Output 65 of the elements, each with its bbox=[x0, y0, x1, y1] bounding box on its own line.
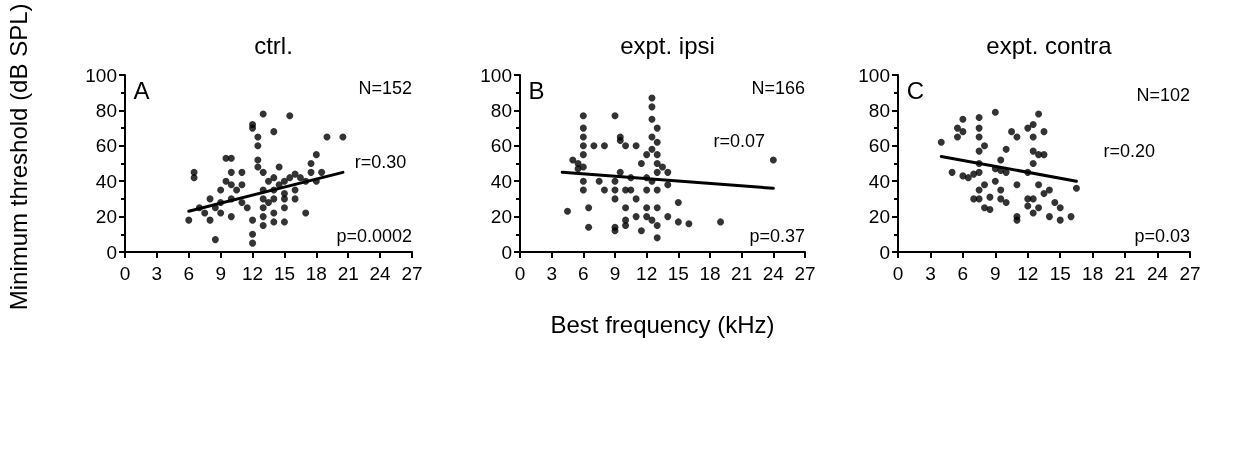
y-tick-label: 100 bbox=[480, 64, 512, 86]
annotation: C bbox=[906, 77, 925, 105]
y-tick-label: 80 bbox=[868, 99, 890, 121]
annotation: p=0.37 bbox=[749, 226, 806, 247]
x-tick-label: 0 bbox=[892, 263, 904, 284]
y-tick-label: 60 bbox=[868, 135, 890, 157]
y-tick-label: 20 bbox=[868, 206, 890, 228]
y-tick-label: 40 bbox=[490, 170, 512, 192]
annotation: A bbox=[133, 77, 150, 105]
chart-title: expt. ipsi bbox=[620, 31, 715, 59]
x-tick-label: 12 bbox=[1017, 263, 1039, 284]
x-tick-label: 27 bbox=[794, 263, 816, 284]
x-tick-label: 3 bbox=[925, 263, 936, 284]
x-tick-label: 3 bbox=[546, 263, 557, 284]
y-tick-label: 60 bbox=[490, 135, 512, 157]
y-tick-label: 20 bbox=[95, 206, 117, 228]
x-tick-label: 15 bbox=[667, 263, 689, 284]
annotation: r=0.20 bbox=[1103, 141, 1155, 162]
x-tick-label: 6 bbox=[957, 263, 969, 284]
y-tick-label: 80 bbox=[490, 99, 512, 121]
y-tick-label: 100 bbox=[85, 64, 117, 86]
y-tick-label: 60 bbox=[95, 135, 117, 157]
x-axis-title: Best frequency (kHz) bbox=[550, 310, 775, 338]
x-tick-label: 18 bbox=[1082, 263, 1104, 284]
annotation: N=152 bbox=[358, 77, 412, 98]
annotation: N=166 bbox=[751, 77, 805, 98]
x-tick-label: 27 bbox=[401, 263, 423, 284]
annotation: r=0.30 bbox=[354, 151, 407, 172]
y-tick-label: 0 bbox=[501, 241, 512, 263]
y-tick-label: 0 bbox=[879, 241, 890, 263]
annotation: N=102 bbox=[1136, 84, 1190, 105]
x-tick-label: 21 bbox=[337, 263, 359, 284]
x-tick-label: 15 bbox=[1049, 263, 1071, 284]
y-tick-label: 0 bbox=[106, 241, 117, 263]
x-tick-label: 21 bbox=[731, 263, 753, 284]
y-tick-label: 40 bbox=[868, 170, 890, 192]
x-tick-label: 12 bbox=[241, 263, 264, 284]
x-tick-label: 0 bbox=[119, 263, 131, 284]
x-tick-label: 12 bbox=[636, 263, 658, 284]
y-tick-label: 80 bbox=[95, 99, 117, 121]
x-tick-label: 24 bbox=[1146, 263, 1169, 284]
y-tick-label: 20 bbox=[490, 206, 512, 228]
x-tick-label: 9 bbox=[609, 263, 621, 284]
annotation: p=0.03 bbox=[1134, 226, 1191, 247]
y-axis-title: Minimum threshold (dB SPL) bbox=[4, 3, 32, 311]
x-tick-label: 15 bbox=[273, 263, 296, 284]
x-tick-label: 6 bbox=[578, 263, 589, 284]
chart-title: ctrl. bbox=[254, 31, 293, 59]
x-tick-label: 6 bbox=[183, 263, 195, 284]
x-tick-label: 3 bbox=[151, 263, 163, 284]
x-tick-label: 24 bbox=[762, 263, 785, 284]
annotation: p=0.0002 bbox=[336, 226, 412, 247]
x-tick-label: 27 bbox=[1179, 263, 1201, 284]
y-tick-label: 100 bbox=[858, 64, 890, 86]
x-tick-label: 18 bbox=[305, 263, 327, 284]
x-tick-label: 24 bbox=[369, 263, 392, 284]
x-tick-label: 0 bbox=[514, 263, 526, 284]
x-tick-label: 9 bbox=[990, 263, 1001, 284]
y-tick-label: 40 bbox=[95, 170, 117, 192]
x-tick-label: 9 bbox=[215, 263, 226, 284]
annotation: B bbox=[528, 77, 545, 105]
x-tick-label: 18 bbox=[699, 263, 721, 284]
x-tick-label: 21 bbox=[1114, 263, 1136, 284]
annotation: r=0.07 bbox=[713, 130, 766, 151]
chart-title: expt. contra bbox=[986, 31, 1113, 59]
